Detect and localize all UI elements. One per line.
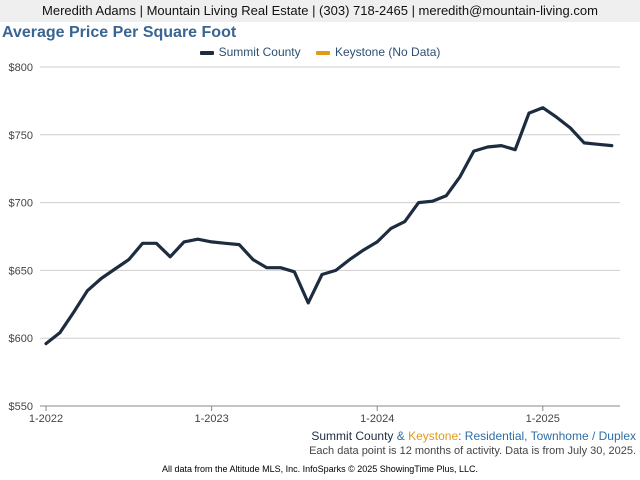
y-tick-label-750: $750 bbox=[9, 130, 33, 142]
data-point-2023-12 bbox=[362, 248, 365, 252]
data-point-2023-07 bbox=[293, 270, 296, 273]
series-line-summit-county bbox=[44, 106, 614, 346]
data-point-2025-02 bbox=[555, 115, 558, 119]
data-point-2022-03 bbox=[72, 311, 75, 314]
data-point-2024-12 bbox=[527, 111, 531, 115]
data-point-2022-06 bbox=[113, 267, 117, 271]
data-point-2023-04 bbox=[251, 258, 255, 261]
y-tick-label-550: $550 bbox=[9, 401, 33, 413]
legend-item-summit-county[interactable]: Summit County bbox=[199, 45, 301, 59]
data-point-2023-11 bbox=[348, 258, 351, 261]
data-point-2024-08 bbox=[472, 149, 475, 153]
chart-title: Average Price Per Square Foot bbox=[2, 24, 237, 41]
data-point-2022-04 bbox=[86, 289, 89, 292]
data-point-2022-01 bbox=[44, 342, 48, 345]
data-point-2024-10 bbox=[500, 144, 503, 147]
contact-text: Meredith Adams | Mountain Living Real Es… bbox=[42, 3, 598, 18]
data-point-2025-05 bbox=[596, 143, 600, 146]
data-point-2024-07 bbox=[458, 175, 462, 179]
chart-subtitle: Summit County & Keystone: Residential, T… bbox=[311, 429, 636, 443]
data-point-2022-12 bbox=[196, 238, 199, 241]
data-point-2023-05 bbox=[265, 266, 268, 269]
data-point-2025-03 bbox=[569, 126, 572, 130]
data-point-2024-06 bbox=[445, 194, 448, 198]
subtitle-area-keystone: Keystone bbox=[408, 429, 459, 443]
chart-legend: Summit County Keystone (No Data) bbox=[0, 45, 640, 59]
data-point-2023-02 bbox=[224, 242, 227, 245]
contact-header: Meredith Adams | Mountain Living Real Es… bbox=[0, 0, 640, 22]
data-point-2024-01 bbox=[376, 240, 379, 244]
legend-swatch-summit-county bbox=[199, 50, 214, 55]
y-tick-label-800: $800 bbox=[9, 62, 33, 74]
data-point-2022-07 bbox=[127, 258, 130, 261]
data-point-2022-02 bbox=[58, 331, 61, 334]
x-tick-label-2022-01: 1-2022 bbox=[29, 413, 63, 425]
data-point-2024-03 bbox=[403, 220, 406, 223]
data-point-2024-02 bbox=[389, 227, 393, 230]
legend-swatch-keystone bbox=[315, 50, 330, 55]
legend-item-keystone[interactable]: Keystone (No Data) bbox=[315, 45, 441, 59]
y-tick-label-650: $650 bbox=[9, 265, 33, 277]
data-point-2022-09 bbox=[155, 242, 158, 245]
data-point-2024-05 bbox=[431, 200, 434, 203]
legend-label-summit-county: Summit County bbox=[218, 45, 301, 59]
data-point-2024-09 bbox=[486, 145, 489, 149]
data-point-2023-10 bbox=[334, 269, 337, 272]
data-point-2022-11 bbox=[182, 240, 186, 244]
data-point-2025-01 bbox=[541, 106, 544, 109]
y-tick-label-700: $700 bbox=[9, 198, 33, 210]
y-tick-label-600: $600 bbox=[9, 333, 33, 345]
subtitle-ampersand: & bbox=[393, 429, 409, 443]
data-point-2022-08 bbox=[141, 242, 144, 245]
x-tick-label-2024-01: 1-2024 bbox=[360, 413, 394, 425]
data-point-2023-06 bbox=[279, 266, 282, 269]
subtitle-property-types: : Residential, Townhome / Duplex bbox=[458, 429, 636, 443]
data-point-2022-05 bbox=[100, 277, 103, 280]
data-point-2023-09 bbox=[320, 273, 324, 276]
data-point-2023-03 bbox=[238, 243, 241, 246]
data-point-2025-04 bbox=[583, 141, 586, 145]
data-point-2025-06 bbox=[610, 144, 613, 147]
data-point-2022-10 bbox=[169, 255, 172, 259]
footer-credit: All data from the Altitude MLS, Inc. Inf… bbox=[162, 464, 478, 474]
data-point-2024-11 bbox=[514, 148, 517, 151]
x-tick-label-2023-01: 1-2023 bbox=[194, 413, 228, 425]
legend-label-keystone: Keystone (No Data) bbox=[334, 45, 441, 59]
data-point-2023-01 bbox=[210, 240, 213, 244]
data-point-2023-08 bbox=[307, 301, 310, 305]
x-tick-label-2025-01: 1-2025 bbox=[526, 413, 560, 425]
data-note: Each data point is 12 months of activity… bbox=[309, 445, 636, 457]
subtitle-area-summit: Summit County bbox=[311, 429, 394, 443]
data-point-2024-04 bbox=[417, 201, 420, 204]
